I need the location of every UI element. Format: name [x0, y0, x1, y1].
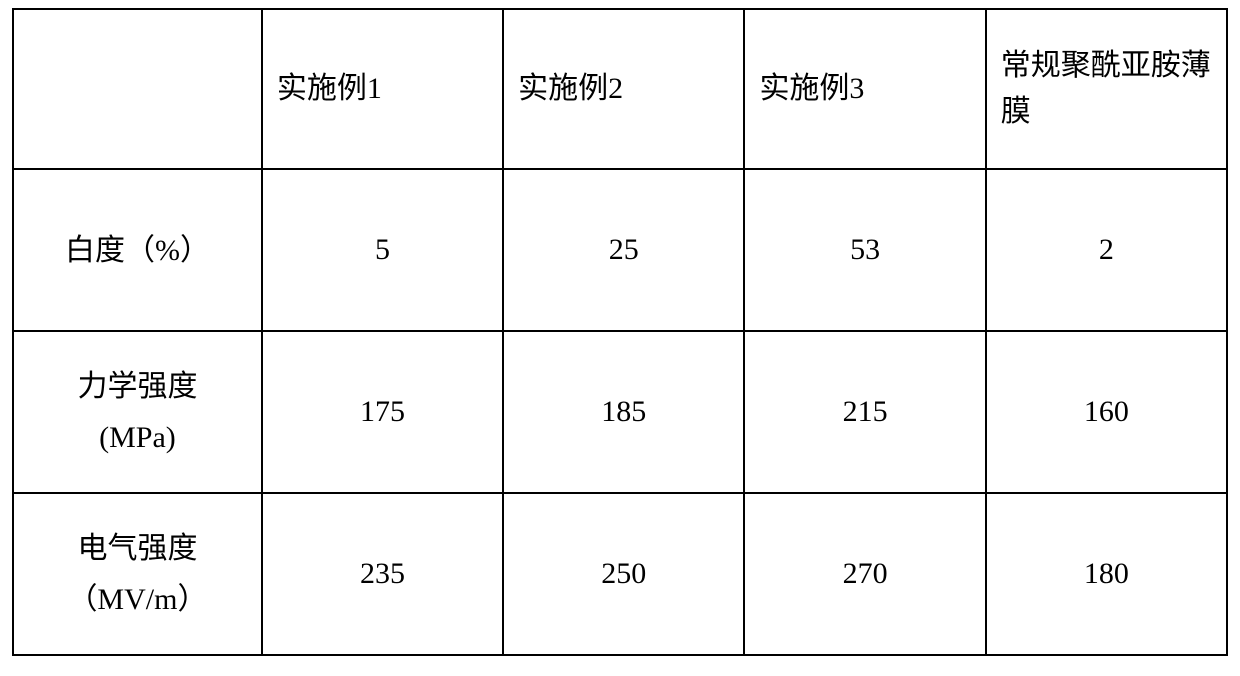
- row-label-1: 力学强度(MPa): [13, 331, 262, 493]
- header-col-2: 实施例2: [503, 9, 744, 169]
- header-col-1: 实施例1: [262, 9, 503, 169]
- row-label-2: 电气强度（MV/m）: [13, 493, 262, 655]
- data-table: 实施例1 实施例2 实施例3 常规聚酰亚胺薄膜 白度（%） 5 25 53 2 …: [12, 8, 1228, 656]
- cell: 215: [744, 331, 985, 493]
- table-row: 电气强度（MV/m） 235 250 270 180: [13, 493, 1227, 655]
- cell: 235: [262, 493, 503, 655]
- cell: 270: [744, 493, 985, 655]
- cell: 185: [503, 331, 744, 493]
- cell: 160: [986, 331, 1227, 493]
- table-row: 白度（%） 5 25 53 2: [13, 169, 1227, 331]
- table-container: 实施例1 实施例2 实施例3 常规聚酰亚胺薄膜 白度（%） 5 25 53 2 …: [0, 0, 1240, 676]
- table-header-row: 实施例1 实施例2 实施例3 常规聚酰亚胺薄膜: [13, 9, 1227, 169]
- table-row: 力学强度(MPa) 175 185 215 160: [13, 331, 1227, 493]
- cell: 250: [503, 493, 744, 655]
- header-empty: [13, 9, 262, 169]
- cell: 180: [986, 493, 1227, 655]
- cell: 2: [986, 169, 1227, 331]
- header-col-4: 常规聚酰亚胺薄膜: [986, 9, 1227, 169]
- cell: 53: [744, 169, 985, 331]
- header-col-3: 实施例3: [744, 9, 985, 169]
- cell: 25: [503, 169, 744, 331]
- row-label-0: 白度（%）: [13, 169, 262, 331]
- cell: 175: [262, 331, 503, 493]
- cell: 5: [262, 169, 503, 331]
